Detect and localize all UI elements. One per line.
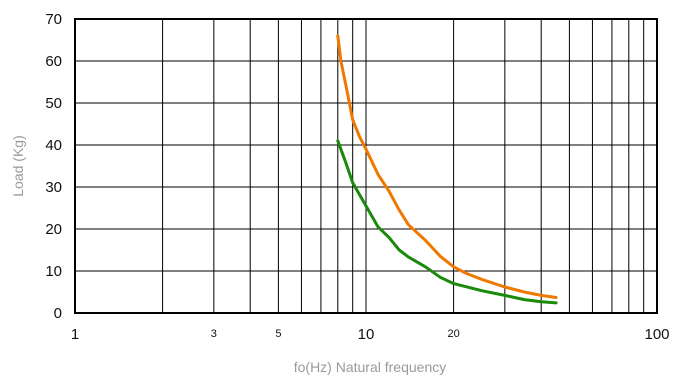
y-tick-label: 0	[54, 305, 62, 322]
x-axis-label: fo(Hz) Natural frequency	[294, 359, 447, 375]
series-layer	[336, 34, 558, 305]
x-tick-label: 20	[447, 328, 459, 340]
x-tick-label: 100	[644, 326, 669, 343]
y-tick-label: 10	[45, 263, 62, 280]
y-tick-label: 30	[45, 179, 62, 196]
series-line-2	[336, 139, 558, 305]
series-line-1	[336, 34, 558, 299]
y-tick-label: 40	[45, 137, 62, 154]
x-tick-label: 5	[275, 328, 281, 340]
x-tick-labels: 1 3 5 10 20 100	[71, 326, 670, 343]
plot-area-frame	[74, 18, 658, 314]
y-axis-label: Load (Kg)	[10, 135, 26, 196]
y-tick-label: 60	[45, 53, 62, 70]
y-tick-label: 50	[45, 95, 62, 112]
x-tick-label: 10	[358, 326, 375, 343]
y-tick-label: 70	[45, 11, 62, 28]
y-tick-labels: 0 10 20 30 40 50 60 70	[45, 11, 62, 322]
y-tick-label: 20	[45, 221, 62, 238]
grid-lines	[75, 19, 657, 313]
x-tick-label: 1	[71, 326, 79, 343]
x-tick-label: 3	[211, 328, 217, 340]
